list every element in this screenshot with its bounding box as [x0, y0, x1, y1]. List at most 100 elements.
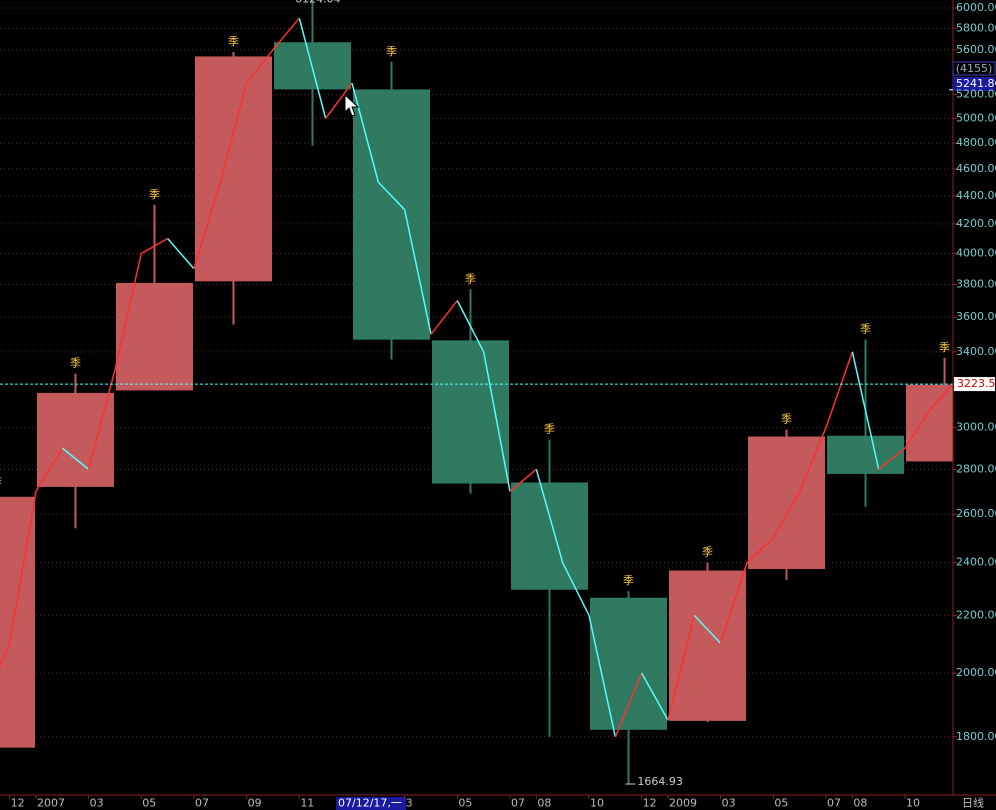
x-tick-label: 3 — [406, 797, 413, 810]
price-line-segment — [403, 209, 432, 335]
price-line-segment — [693, 614, 722, 645]
x-tick-label: 11 — [300, 797, 314, 810]
y-tick-label: 4200.00 — [956, 217, 996, 230]
period-label: 日线 — [962, 796, 984, 810]
x-tick-label: 10 — [906, 797, 920, 810]
x-tick-label: 07 — [827, 797, 841, 810]
candle-body — [748, 436, 826, 570]
cursor-value-box — [953, 77, 995, 91]
candle-label: 季 — [149, 188, 160, 201]
candle-body — [906, 384, 953, 462]
price-line-segment — [746, 537, 774, 564]
max-marker-label: 6124.04 — [295, 0, 341, 6]
candle-label: 季 — [781, 413, 792, 426]
x-tick-label: 10 — [590, 797, 604, 810]
candle-body — [0, 496, 35, 748]
price-line-segment — [0, 643, 11, 668]
x-tick-label: 08 — [853, 797, 867, 810]
price-line-segment — [325, 82, 353, 119]
y-tick-label: 4600.00 — [956, 162, 996, 175]
price-line-segment — [641, 672, 669, 721]
price-line-segment — [798, 427, 827, 492]
candle-label: 季 — [702, 546, 713, 559]
candle-label: 季 — [939, 341, 950, 354]
price-line-segment — [772, 490, 801, 539]
y-tick-label: 2800.00 — [956, 462, 996, 475]
y-tick-label: 3000.00 — [956, 421, 996, 434]
candle-label: 季 — [860, 323, 871, 336]
cursor-x-label: 07/12/17,一 — [338, 797, 402, 810]
price-line-segment — [87, 369, 116, 470]
candle-body — [511, 482, 589, 590]
y-tick-label: 5000.00 — [956, 111, 996, 124]
price-line-segment — [614, 672, 643, 738]
mouse-cursor — [344, 93, 360, 117]
candle-body — [36, 392, 114, 487]
price-line-segment — [298, 18, 327, 119]
y-tick-label: 2200.00 — [956, 608, 996, 621]
price-line-segment — [562, 562, 590, 616]
price-line-segment — [667, 615, 696, 721]
price-line-segment — [35, 447, 63, 492]
candle-label: 季 — [623, 574, 634, 587]
candle-body — [590, 597, 668, 730]
min-marker-label: 1664.93 — [637, 775, 683, 788]
price-line-segment — [588, 615, 617, 737]
x-tick-label: 12 — [643, 797, 657, 810]
candle-body — [352, 89, 430, 340]
x-tick-label: 07 — [511, 797, 525, 810]
y-tick-label: 2400.00 — [956, 556, 996, 569]
cursor-x-box — [336, 797, 406, 810]
candle-label: 季 — [465, 272, 476, 285]
x-tick-label: 07 — [195, 797, 209, 810]
candle-label: 季 — [0, 474, 2, 487]
y-tick-label: 3400.00 — [956, 345, 996, 358]
y-tick-label: 5800.00 — [956, 22, 996, 35]
x-tick-label: 12 — [11, 797, 25, 810]
price-line-segment — [456, 300, 485, 353]
price-line-segment — [219, 82, 248, 183]
price-line-segment — [193, 181, 222, 269]
price-line-segment — [246, 49, 274, 84]
price-line-segment — [719, 562, 748, 644]
y-tick-label: 2000.00 — [956, 666, 996, 679]
price-line-segment — [114, 253, 143, 371]
price-line-segment — [825, 351, 854, 428]
price-line-segment — [61, 447, 90, 470]
price-line-segment — [482, 351, 511, 492]
x-tick-label: 2007 — [37, 797, 65, 810]
price-line-segment — [377, 181, 406, 211]
y-tick-label: 1800.00 — [956, 730, 996, 743]
plot-area: 季季季季季季季季季季季季季6124.041664.93 — [0, 0, 953, 788]
price-line-segment — [430, 300, 458, 335]
candle-body — [115, 282, 193, 391]
price-line-segment — [351, 82, 380, 183]
candle-body — [669, 570, 747, 721]
x-tick-label: 05 — [458, 797, 472, 810]
x-tick-label: 2009 — [669, 797, 697, 810]
candle-body — [431, 340, 510, 484]
y-tick-label: 3800.00 — [956, 278, 996, 291]
y-tick-label: 4800.00 — [956, 136, 996, 149]
y-tick-label: 6000.00 — [956, 1, 996, 14]
candle-label: 季 — [544, 423, 555, 436]
price-line-segment — [930, 383, 953, 409]
cursor-value: 5241.86 — [956, 77, 996, 90]
y-tick-label: 4400.00 — [956, 189, 996, 202]
y-tick-label: 5600.00 — [956, 43, 996, 56]
cursor-count: (4155) — [956, 62, 993, 75]
last-price-box — [954, 377, 995, 392]
price-line-segment — [509, 468, 537, 492]
price-line-segment — [140, 237, 169, 255]
last-price-label: 3223.5 — [957, 377, 996, 390]
candle-label: 季 — [228, 35, 239, 48]
candle-label: 季 — [386, 45, 397, 58]
price-line-segment — [535, 469, 564, 563]
y-tick-label: 2600.00 — [956, 507, 996, 520]
candle-body — [194, 56, 272, 282]
x-tick-label: 08 — [537, 797, 551, 810]
price-line-segment — [167, 238, 195, 270]
price-line-segment — [904, 407, 932, 449]
